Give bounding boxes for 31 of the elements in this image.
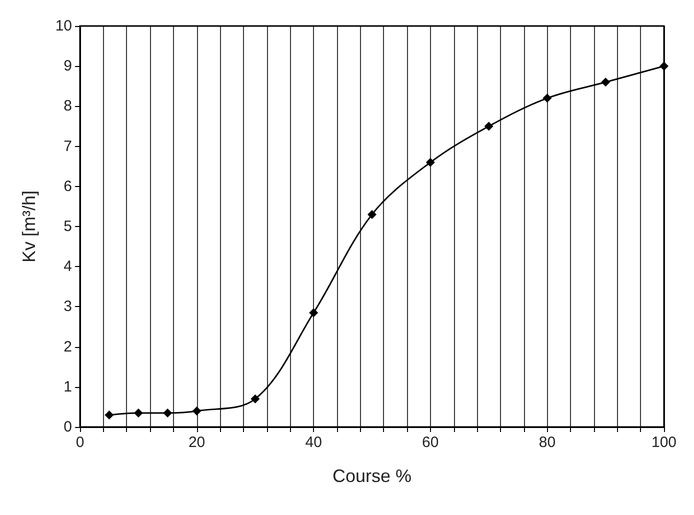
point (104, 410, 114, 420)
y-tick-label: 8 (64, 98, 72, 115)
point (163, 408, 172, 418)
x-tick-label: 40 (305, 434, 322, 451)
y-tick-label: 4 (64, 258, 72, 276)
y-tick-label: 10 (55, 18, 72, 34)
x-tick-label: 100 (651, 434, 677, 451)
x-tick-label: 20 (188, 434, 206, 451)
point (660, 62, 668, 71)
x-tick-label: 80 (538, 434, 556, 451)
x-axis-title: Course % (332, 466, 412, 486)
point (192, 406, 202, 416)
y-tick-label: 9 (64, 58, 72, 75)
point (134, 408, 143, 418)
point (601, 78, 610, 87)
y-axis-title: Kv [m³/h] (19, 190, 39, 263)
point (309, 308, 318, 318)
point (368, 210, 376, 219)
point (426, 158, 435, 167)
y-tick-label: 6 (64, 178, 72, 195)
x-tick-label: 0 (76, 434, 84, 451)
y-tick-label: 0 (64, 418, 72, 436)
point (542, 94, 552, 103)
x-tick-label: 60 (422, 434, 439, 451)
y-tick-label: 3 (64, 298, 72, 316)
y-tick-label: 5 (64, 218, 72, 235)
y-tick-label: 7 (64, 138, 72, 155)
y-tick-label: 2 (64, 338, 72, 356)
point (250, 394, 260, 404)
point (484, 122, 494, 131)
y-tick-label: 1 (64, 378, 72, 396)
